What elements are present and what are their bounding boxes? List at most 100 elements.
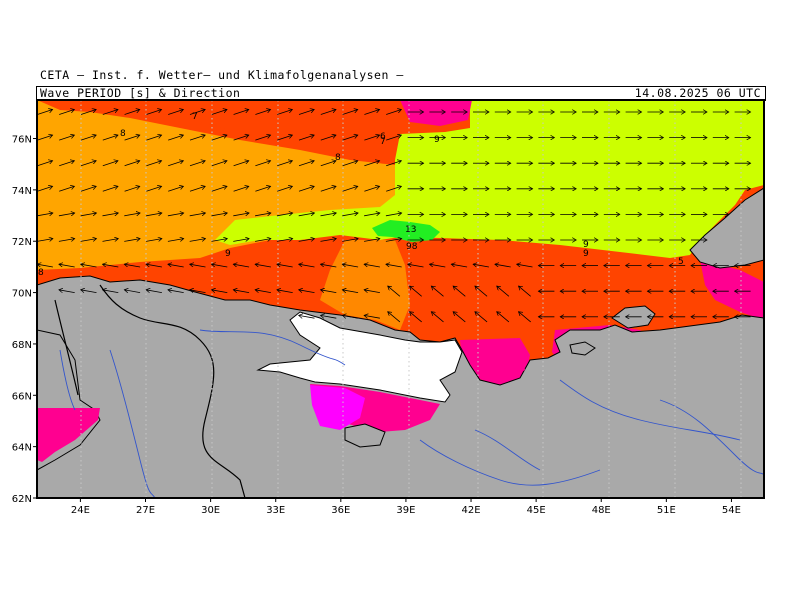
direction-arrow [386,110,401,115]
direction-arrow [59,135,74,141]
direction-arrow [276,239,293,242]
direction-arrow [189,186,205,192]
direction-arrow [233,161,249,167]
direction-arrow [277,110,292,115]
direction-arrow [168,290,184,293]
direction-arrow [189,135,205,141]
direction-arrow [146,239,162,242]
direction-arrow [408,264,424,268]
direction-arrow [146,290,162,293]
direction-arrow [168,264,184,268]
contour-label: 7 [192,112,198,122]
direction-arrow [277,186,292,192]
direction-arrow [364,186,379,192]
direction-arrow [211,213,228,217]
white-sea-zone-b [310,385,365,430]
lon-tick-label: 30E [201,505,220,516]
contour-label: 9 [225,249,231,259]
direction-arrow [59,264,75,268]
contour-label: 9 [434,135,440,145]
direction-arrow [102,161,118,167]
direction-arrow [80,135,96,141]
direction-arrow [233,135,249,141]
direction-arrow [58,239,75,242]
direction-arrow [124,186,140,192]
lat-tick-label: 72N [12,237,32,248]
rivers [59,329,764,498]
contour-label: 8 [120,129,126,139]
direction-arrow [364,264,380,268]
lon-tick-label: 54E [722,505,741,516]
institute-header: CETA – Inst. f. Wetter– und Klimafolgena… [40,68,404,82]
direction-arrow [124,290,141,293]
contour-label: 13 [405,225,416,235]
direction-arrow [146,161,161,167]
direction-arrow [453,286,466,297]
direction-arrow [124,110,140,115]
direction-arrow [255,186,270,192]
direction-arrow [321,315,337,319]
contour-label: 7 [380,137,386,147]
wave-direction-arrows [37,110,751,323]
direction-arrow [320,213,337,217]
direction-arrow [385,213,402,217]
direction-arrow [102,110,118,115]
direction-arrow [410,286,422,297]
direction-arrow [431,312,444,323]
direction-arrow [364,290,380,293]
period-zone-12plus [372,220,440,242]
direction-arrow [233,110,249,115]
direction-arrow [37,186,52,192]
direction-arrow [517,264,533,268]
direction-arrow [475,312,488,323]
direction-arrow [255,213,271,217]
direction-arrow [299,264,315,268]
direction-arrow [124,264,141,268]
direction-arrow [146,264,162,268]
direction-arrow [80,239,97,242]
period-zone-6-7-north [400,100,472,126]
lat-tick-label: 64N [12,443,32,454]
direction-arrow [59,110,74,115]
direction-arrow [233,264,250,268]
direction-arrow [519,286,531,297]
direction-arrow [475,286,488,297]
direction-arrow [342,264,359,268]
lon-tick-label: 24E [71,505,90,516]
direction-arrow [277,135,292,141]
direction-arrow [81,290,97,293]
direction-arrow [255,290,271,293]
direction-arrow [255,135,270,141]
direction-arrow [298,110,314,115]
direction-arrow [146,110,161,115]
contour-label: 5 [678,257,684,267]
direction-arrow [167,239,184,242]
direction-arrow [189,213,206,217]
gulf-bothnia [37,408,100,462]
direction-arrow [37,110,52,115]
direction-arrow [168,135,183,141]
direction-arrow [102,186,118,192]
direction-arrow [298,213,315,217]
lon-tick-label: 33E [266,505,285,516]
direction-arrow [320,110,336,115]
direction-arrow [342,213,358,217]
direction-arrow [430,264,446,268]
direction-arrow [146,135,161,141]
direction-arrow [58,213,75,217]
direction-arrow [277,161,292,167]
direction-arrow [277,264,293,268]
direction-arrow [321,290,337,293]
contour-label: 9 [583,240,589,250]
direction-arrow [255,264,271,268]
lon-tick-label: 45E [527,505,546,516]
direction-arrow [320,186,336,192]
direction-arrow [431,286,444,297]
direction-arrow [386,186,401,192]
direction-arrow [298,161,314,167]
direction-arrow [211,239,228,242]
direction-arrow [80,186,96,192]
direction-arrow [342,161,358,167]
direction-arrow [102,239,119,242]
direction-arrow [59,186,74,192]
